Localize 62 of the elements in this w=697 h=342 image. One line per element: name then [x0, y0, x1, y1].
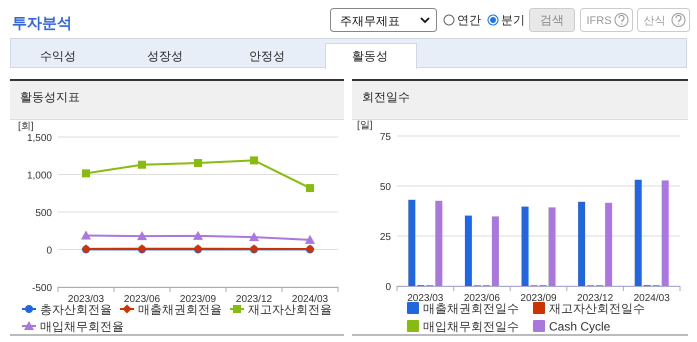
bar	[492, 216, 499, 286]
y-tick-label: 0	[46, 246, 52, 256]
bar	[548, 207, 556, 286]
legend-label: 매입채무회전율	[40, 320, 124, 334]
x-tick-label: 2023/12	[577, 293, 614, 304]
chart-title: 활동성지표	[20, 90, 80, 104]
y-tick-label: 50	[380, 182, 392, 193]
text: 수익성	[40, 49, 76, 63]
x-tick-label: 2024/03	[634, 293, 670, 304]
bar	[408, 200, 416, 286]
point	[138, 160, 146, 169]
point	[305, 234, 315, 244]
x-tick-label: 2023/06	[124, 294, 161, 305]
point	[249, 232, 259, 242]
bar	[578, 202, 586, 286]
x-tick-label: 2023/09	[520, 293, 558, 304]
bar	[464, 216, 472, 286]
text: 분기	[501, 13, 525, 27]
legend-label: Cash Cycle	[549, 320, 611, 334]
legend-label: 매출채권회전일수	[423, 302, 519, 316]
point	[306, 184, 314, 192]
x-tick-label: 2023/03	[68, 294, 105, 305]
bar	[522, 206, 528, 286]
x-tick-label: 2023/03	[407, 293, 444, 304]
text: IFRS	[586, 15, 612, 27]
legend-label: 총자산회전율	[40, 302, 112, 316]
point	[81, 230, 91, 240]
legend-label: 매출채권회전율	[138, 302, 222, 316]
y-tick-label: 1,500	[26, 133, 52, 144]
x-tick-label: 2023/09	[180, 294, 217, 305]
bar	[634, 180, 642, 286]
text: 성장성	[147, 49, 183, 63]
y-axis-title: [회]	[18, 121, 34, 132]
text: 주재무제표	[340, 14, 400, 28]
bar	[605, 202, 612, 286]
bar	[662, 180, 669, 286]
point	[137, 231, 147, 240]
text: 검색	[540, 13, 564, 27]
y-tick-label: -500	[32, 283, 52, 294]
y-tick-label: 500	[35, 208, 52, 219]
point	[250, 156, 258, 164]
chart-title: 회전일수	[362, 90, 410, 104]
text: 투자분석	[12, 15, 72, 32]
y-tick-label: 1,000	[26, 170, 52, 182]
text: 안정성	[249, 49, 285, 63]
text: 산식	[644, 15, 666, 27]
text: 연간	[457, 13, 481, 27]
x-tick-label: 2023/12	[236, 294, 273, 305]
y-tick-label: 0	[385, 282, 392, 293]
point	[193, 230, 203, 240]
y-tick-label: 75	[380, 132, 392, 143]
point	[194, 159, 202, 168]
legend-label: 재고자산회전율	[248, 302, 332, 316]
bar	[435, 200, 442, 286]
text: 활동성	[352, 49, 388, 63]
y-axis-title: [일]	[357, 120, 373, 131]
legend-label: 재고자산회전일수	[549, 302, 645, 316]
x-tick-label: 2023/06	[464, 293, 500, 304]
x-tick-label: 2024/03	[292, 294, 329, 305]
point	[82, 169, 90, 178]
y-tick-label: 25	[380, 232, 392, 243]
legend-label: 매입채무회전일수	[423, 320, 519, 334]
